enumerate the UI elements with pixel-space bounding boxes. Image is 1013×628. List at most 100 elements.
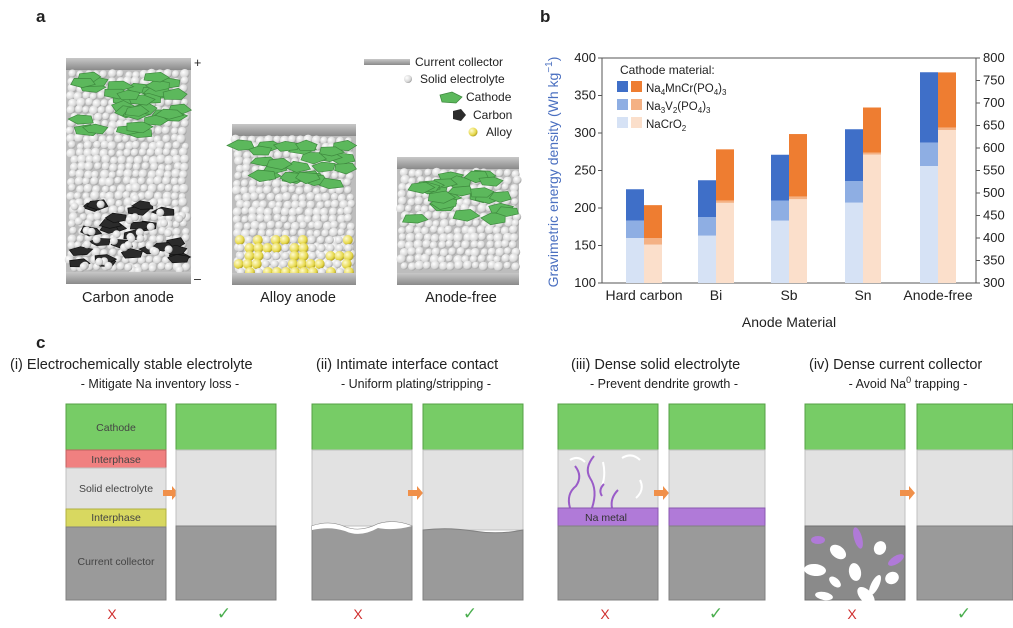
arrow-icon xyxy=(654,486,669,500)
pore xyxy=(815,591,833,601)
electrolyte-particle xyxy=(248,206,258,216)
electrolyte-particle xyxy=(298,200,308,209)
layer-label: Current collector xyxy=(77,556,155,568)
electrolyte-particle xyxy=(114,134,123,143)
electrolyte-particle xyxy=(97,106,106,114)
tick-label: 750 xyxy=(983,73,1005,88)
electrolyte-particle xyxy=(465,249,473,257)
electrolyte-particle xyxy=(141,162,150,170)
electrolyte-particle xyxy=(148,264,157,273)
cathode-particle xyxy=(70,78,96,88)
electrolyte-particle xyxy=(114,190,124,200)
bar-volumetric xyxy=(716,202,734,283)
column-subtitle: - Mitigate Na inventory loss - xyxy=(81,377,239,391)
fail-mark: X xyxy=(847,606,857,622)
electrolyte-particle xyxy=(432,210,441,220)
electrolyte-particle xyxy=(172,227,181,236)
alloy-particle xyxy=(289,251,300,261)
electrolyte-particle xyxy=(70,202,79,211)
electrolyte-particle xyxy=(414,196,424,206)
electrolyte-particle xyxy=(337,228,345,236)
layer-label: Interphase xyxy=(91,454,141,466)
legend-label: Solid electrolyte xyxy=(420,72,505,86)
collector-layer xyxy=(65,526,167,601)
electrolyte-particle xyxy=(165,213,174,222)
electrolyte-particle xyxy=(82,91,91,100)
column-subtitle: - Avoid Na0 trapping - xyxy=(849,375,968,391)
electrolyte-particle xyxy=(272,206,282,216)
electrolyte-particle xyxy=(122,191,131,199)
electrolyte-particle xyxy=(89,92,98,101)
electrolyte-particle xyxy=(154,126,163,135)
electrolyte-particle xyxy=(146,222,155,231)
electrolyte-particle xyxy=(82,106,90,114)
electrolyte-particle xyxy=(414,204,422,213)
alloy-particle xyxy=(251,259,262,269)
chart-legend: Cathode material: Na4MnCr(PO4)3 Na3V2(PO… xyxy=(617,63,727,133)
arrow-icon xyxy=(163,486,178,500)
cathode-particle xyxy=(407,181,436,194)
tick-label: 150 xyxy=(574,238,596,253)
electrolyte-particle xyxy=(133,155,143,165)
bottom-current-collector xyxy=(397,273,519,285)
electrolyte-particle xyxy=(313,229,321,238)
electrolyte-particle xyxy=(304,215,312,224)
electrolyte-particle xyxy=(179,183,189,194)
bar-volumetric xyxy=(863,154,881,283)
electrolyte-particle xyxy=(396,204,406,214)
pore xyxy=(868,574,882,596)
good-cell xyxy=(175,403,277,601)
arrow-icon xyxy=(408,486,423,500)
electrolyte-particle xyxy=(431,247,441,257)
bar-gravimetric xyxy=(698,217,716,236)
tick-label: 700 xyxy=(983,95,1005,110)
alloy-particle xyxy=(244,251,255,261)
electrolyte-particle xyxy=(303,184,313,194)
electrolyte-particle xyxy=(130,76,140,86)
electrolyte-particle xyxy=(320,136,328,145)
electrolyte-particle xyxy=(123,197,134,207)
electrolyte-particle xyxy=(511,262,520,271)
electrolyte-particle xyxy=(298,194,307,203)
electrolyte-particle xyxy=(469,255,478,263)
electrolyte-particle xyxy=(258,193,266,201)
electrolyte-particle xyxy=(164,155,174,165)
electrolyte-particle xyxy=(503,261,512,270)
layer-label: Cathode xyxy=(96,422,136,434)
cathode-particle xyxy=(452,209,481,222)
collector-layer xyxy=(668,525,766,601)
electrolyte-particle xyxy=(91,170,99,179)
electrolyte-particle xyxy=(122,135,130,143)
electrolyte-particle xyxy=(477,254,486,263)
electrolyte-particle xyxy=(107,141,117,151)
collector-layer xyxy=(557,525,659,601)
column-title: (iv) Dense current collector xyxy=(809,357,982,373)
arrow-icon xyxy=(900,486,915,500)
electrolyte-particle xyxy=(131,182,141,193)
legend-label: Cathode xyxy=(466,90,512,104)
electrolyte-particle xyxy=(123,169,133,179)
trapped-na xyxy=(811,536,825,544)
alloy-particle xyxy=(253,243,264,253)
alloy-particle xyxy=(271,243,282,253)
electrolyte-particle xyxy=(446,233,455,242)
electrolyte-particle xyxy=(101,119,109,128)
electrolyte-particle xyxy=(306,192,316,201)
bar-volumetric xyxy=(789,199,807,283)
electrolyte-particle xyxy=(257,229,266,238)
electrolyte-particle xyxy=(398,233,407,241)
electrolyte-particle xyxy=(171,168,181,179)
electrolyte-particle xyxy=(256,206,266,216)
electrolyte-particle xyxy=(501,182,510,191)
plus-sign: + xyxy=(194,56,201,70)
electrolyte-particle xyxy=(74,176,84,186)
electrolyte-particle xyxy=(89,105,99,115)
carbon-particle xyxy=(120,248,143,259)
electrolyte-particle xyxy=(331,171,339,180)
electrolyte-particle xyxy=(268,200,277,209)
legend-label: Alloy xyxy=(486,125,512,139)
electrolyte-particle xyxy=(248,185,258,195)
electrolyte-particle xyxy=(136,234,145,243)
electrolyte-particle xyxy=(478,261,489,271)
electrolyte-particle xyxy=(171,120,181,129)
